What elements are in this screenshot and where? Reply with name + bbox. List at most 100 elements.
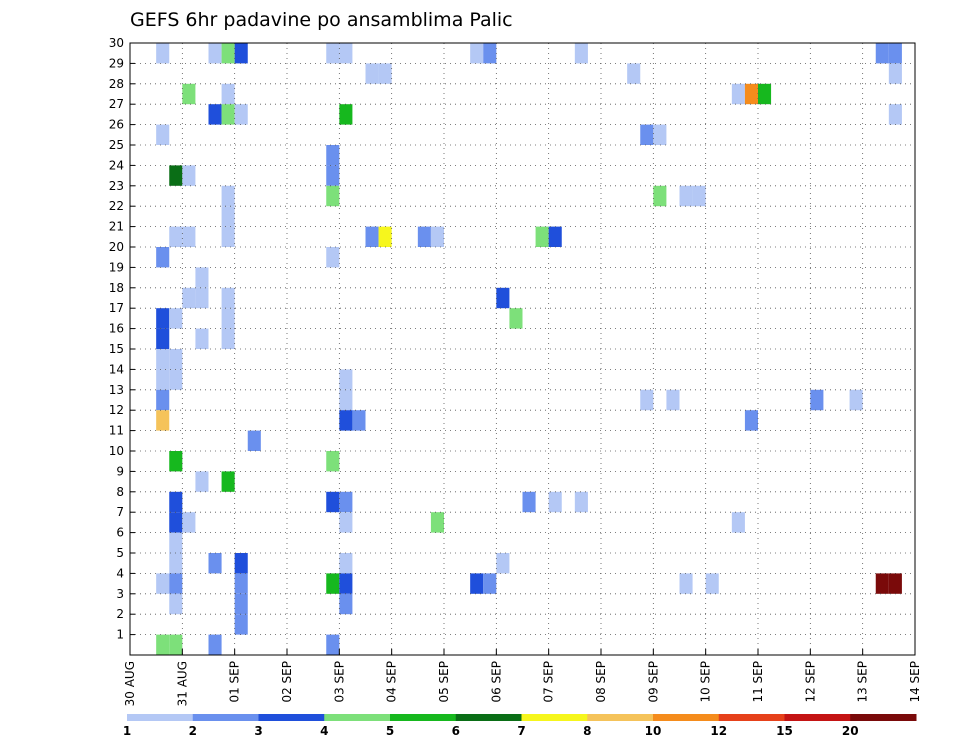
heatmap-cell [888,573,902,594]
heatmap-cell [417,226,431,247]
heatmap-cell [640,124,654,145]
y-tick-label: 8 [116,485,124,499]
heatmap-cells [156,43,902,655]
heatmap-cell [470,43,484,64]
heatmap-cell [548,491,562,513]
heatmap-cell [156,43,170,64]
y-tick-label: 22 [109,199,124,213]
legend-label: 12 [710,724,727,738]
y-tick-label: 17 [109,301,124,315]
heatmap-cell [221,287,235,309]
heatmap-cell [705,573,719,594]
heatmap-cell [234,43,248,64]
x-tick-label: 06 SEP [489,661,503,703]
heatmap-cell [169,369,183,390]
legend-swatch [653,714,720,721]
heatmap-cell [548,226,562,247]
heatmap-cell [156,328,170,349]
heatmap-cell [208,553,222,574]
legend-swatch [587,714,654,721]
heatmap-cell [169,451,183,472]
heatmap-cell [156,349,170,370]
heatmap-cell [326,145,340,166]
heatmap-cell [156,369,170,390]
y-tick-label: 25 [109,138,124,152]
heatmap-cell [365,226,379,247]
heatmap-cell [221,83,235,105]
heatmap-cell [352,410,366,431]
heatmap-cell [744,83,758,105]
heatmap-cell [234,104,248,125]
heatmap-cell [509,308,523,329]
heatmap-cell [666,389,680,411]
heatmap-cell [627,63,641,84]
y-tick-label: 29 [109,56,124,70]
y-tick-label: 24 [109,158,124,172]
x-tick-label: 10 SEP [699,661,713,703]
heatmap-cell [156,410,170,431]
x-tick-label: 03 SEP [332,661,346,703]
heatmap-cell [875,573,889,594]
legend-swatch [192,714,259,721]
legend-label: 8 [583,724,591,738]
legend-label: 7 [517,724,525,738]
heatmap-cell [208,43,222,64]
legend-swatch [784,714,851,721]
x-tick-label: 13 SEP [856,661,870,703]
y-tick-label: 19 [109,260,124,274]
heatmap-cell [221,308,235,329]
heatmap-cell [378,63,392,84]
x-tick-label: 31 AUG [175,661,189,706]
heatmap-cell [430,512,444,533]
heatmap-cell [221,226,235,247]
heatmap-cell [169,226,183,247]
x-tick-label: 14 SEP [908,661,922,703]
y-tick-label: 13 [109,383,124,397]
heatmap-cell [234,573,248,594]
heatmap-cell [182,287,196,309]
heatmap-cell [221,43,235,64]
x-tick-label: 02 SEP [280,661,294,703]
y-tick-label: 27 [109,97,124,111]
x-tick-label: 01 SEP [228,661,242,703]
heatmap-cell [574,43,588,64]
y-tick-label: 26 [109,118,124,132]
heatmap-cell [156,308,170,329]
legend-label: 2 [189,724,197,738]
heatmap-cell [339,512,353,533]
heatmap-cell [810,389,824,411]
heatmap-cell [247,430,261,451]
y-tick-label: 21 [109,220,124,234]
legend-label: 6 [452,724,460,738]
heatmap-cell [849,389,863,411]
y-axis-ticks: 1234567891011121314151617181920212223242… [109,36,135,642]
heatmap-cell [195,471,209,492]
legend-swatch [390,714,457,721]
heatmap-cell [326,634,340,655]
heatmap-cell [574,491,588,513]
legend-label: 5 [386,724,394,738]
heatmap-cell [339,43,353,64]
heatmap-cell [888,43,902,64]
heatmap-cell [496,287,510,309]
legend-swatch [850,714,917,721]
y-tick-label: 10 [109,444,124,458]
heatmap-cell [195,287,209,309]
heatmap-cell [339,104,353,125]
y-tick-label: 23 [109,179,124,193]
heatmap-cell [221,185,235,207]
legend-swatch [455,714,522,721]
y-tick-label: 14 [109,362,124,376]
heatmap-cell [169,573,183,594]
legend-swatch [258,714,325,721]
heatmap-cell [744,410,758,431]
y-tick-label: 18 [109,281,124,295]
heatmap-cell [169,532,183,553]
legend-swatch [521,714,588,721]
heatmap-cell [221,328,235,349]
heatmap-cell [339,410,353,431]
heatmap-cell [679,185,693,207]
legend-label: 4 [320,724,328,738]
y-tick-label: 30 [109,36,124,50]
